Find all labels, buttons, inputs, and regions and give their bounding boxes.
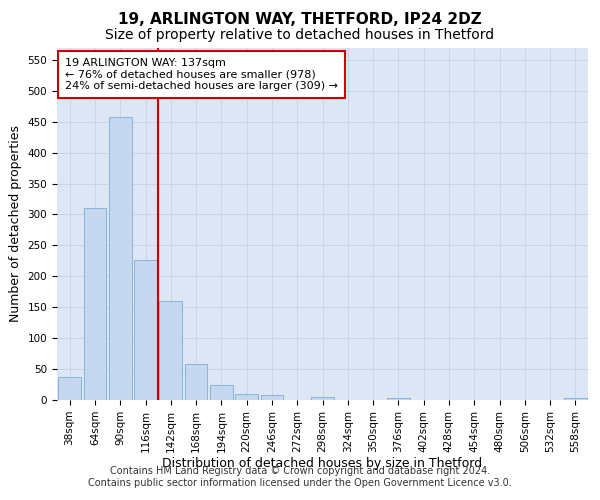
Bar [564,398,587,400]
Text: 19, ARLINGTON WAY, THETFORD, IP24 2DZ: 19, ARLINGTON WAY, THETFORD, IP24 2DZ [118,12,482,28]
X-axis label: Distribution of detached houses by size in Thetford: Distribution of detached houses by size … [163,458,482,470]
Y-axis label: Number of detached properties: Number of detached properties [9,125,22,322]
Text: Contains HM Land Registry data © Crown copyright and database right 2024.
Contai: Contains HM Land Registry data © Crown c… [88,466,512,487]
Bar [160,301,182,400]
Bar [260,395,283,400]
Bar [109,117,131,400]
Bar [235,394,258,400]
Bar [387,398,410,400]
Text: Size of property relative to detached houses in Thetford: Size of property relative to detached ho… [106,28,494,42]
Bar [311,397,334,400]
Bar [83,208,106,400]
Bar [58,376,81,400]
Bar [185,364,208,400]
Bar [210,384,233,400]
Bar [134,260,157,400]
Text: 19 ARLINGTON WAY: 137sqm
← 76% of detached houses are smaller (978)
24% of semi-: 19 ARLINGTON WAY: 137sqm ← 76% of detach… [65,58,338,92]
